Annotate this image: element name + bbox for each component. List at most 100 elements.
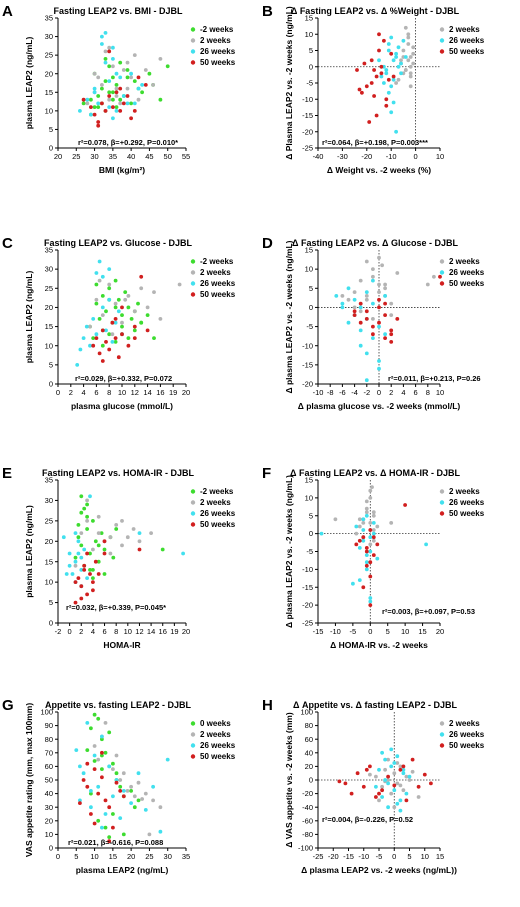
data-point	[100, 343, 105, 348]
data-point	[110, 340, 115, 344]
y-tick-label: 25	[45, 516, 53, 525]
y-tick-label: 30	[45, 32, 53, 41]
data-point	[372, 94, 376, 98]
y-tick-label: 15	[45, 88, 53, 97]
data-point	[364, 309, 369, 314]
data-point	[391, 100, 396, 105]
x-tick-label: 0	[377, 388, 381, 397]
data-point	[389, 328, 394, 333]
data-point	[88, 568, 92, 572]
data-point	[398, 767, 403, 772]
legend-label: 26 weeks	[449, 498, 485, 507]
x-tick-label: 0	[56, 852, 60, 861]
data-point	[97, 317, 102, 321]
data-point	[75, 363, 80, 367]
x-tick-label: 30	[90, 152, 98, 161]
data-point	[111, 767, 115, 771]
data-point	[145, 313, 150, 317]
data-point	[100, 86, 104, 91]
legend-marker	[190, 500, 196, 505]
x-tick-label: 15	[109, 852, 117, 861]
data-point	[358, 320, 363, 325]
y-tick-label: -80	[302, 830, 313, 839]
data-point	[91, 343, 96, 348]
data-point	[82, 547, 87, 552]
data-point	[92, 71, 97, 76]
data-point	[118, 101, 123, 106]
data-point	[70, 572, 75, 576]
y-tick-label: 50	[45, 776, 53, 785]
data-point	[96, 757, 101, 762]
data-point	[111, 97, 115, 102]
data-point	[352, 313, 357, 317]
data-point	[158, 57, 163, 61]
y-tick-label: 10	[305, 30, 313, 39]
data-point	[389, 51, 394, 56]
data-point	[407, 778, 412, 782]
data-point	[103, 825, 108, 830]
x-tick-label: 35	[182, 852, 190, 861]
legend-marker	[439, 743, 445, 748]
data-point	[361, 535, 366, 540]
data-point	[389, 747, 394, 752]
data-point	[85, 514, 89, 519]
data-point	[408, 55, 413, 59]
y-tick-label: 0	[309, 776, 313, 785]
data-point	[377, 791, 381, 796]
x-tick-label: -2	[55, 627, 62, 636]
data-point	[368, 599, 373, 604]
data-point	[143, 83, 148, 87]
data-point	[123, 290, 128, 294]
data-point	[102, 539, 107, 544]
data-point	[92, 744, 97, 748]
data-point	[358, 309, 363, 314]
data-point	[88, 551, 92, 556]
data-point	[404, 774, 409, 779]
data-point	[118, 97, 123, 102]
data-point	[361, 521, 366, 525]
data-point	[392, 788, 397, 793]
y-tick-label: 35	[45, 246, 53, 255]
data-point	[73, 580, 78, 584]
data-point	[107, 45, 112, 50]
data-point	[379, 64, 384, 69]
y-tick-label: 10	[45, 106, 53, 115]
data-point	[361, 528, 366, 532]
data-point	[118, 816, 123, 820]
data-point	[108, 535, 113, 540]
data-point	[79, 531, 84, 535]
data-point	[371, 535, 376, 540]
legend-marker	[439, 500, 445, 505]
legend-marker	[190, 60, 196, 65]
data-point	[370, 485, 374, 489]
data-point	[165, 64, 170, 69]
legend-label: 2 weeks	[449, 257, 480, 266]
data-point	[386, 781, 390, 786]
data-point	[121, 789, 126, 793]
data-point	[89, 97, 93, 102]
y-tick-label: 5	[49, 598, 53, 607]
data-point	[89, 112, 93, 117]
x-tick-label: 45	[145, 152, 153, 161]
data-point	[371, 553, 376, 557]
data-point	[129, 789, 134, 793]
data-point	[361, 585, 366, 590]
data-point	[107, 94, 112, 98]
data-point	[355, 771, 360, 776]
x-tick-label: 20	[54, 152, 62, 161]
x-tick-label: 10	[421, 852, 429, 861]
x-tick-label: 5	[407, 852, 411, 861]
data-point	[364, 513, 369, 518]
data-point	[136, 75, 141, 80]
data-point	[129, 101, 134, 106]
data-point	[364, 510, 369, 515]
legend-label: 50 weeks	[449, 509, 485, 518]
y-tick-label: -20	[302, 127, 313, 136]
data-point	[136, 86, 141, 91]
data-point	[371, 267, 375, 271]
data-point	[79, 568, 84, 572]
data-point	[73, 559, 78, 564]
data-point	[386, 805, 390, 810]
data-point	[113, 305, 118, 310]
data-point	[354, 542, 359, 547]
